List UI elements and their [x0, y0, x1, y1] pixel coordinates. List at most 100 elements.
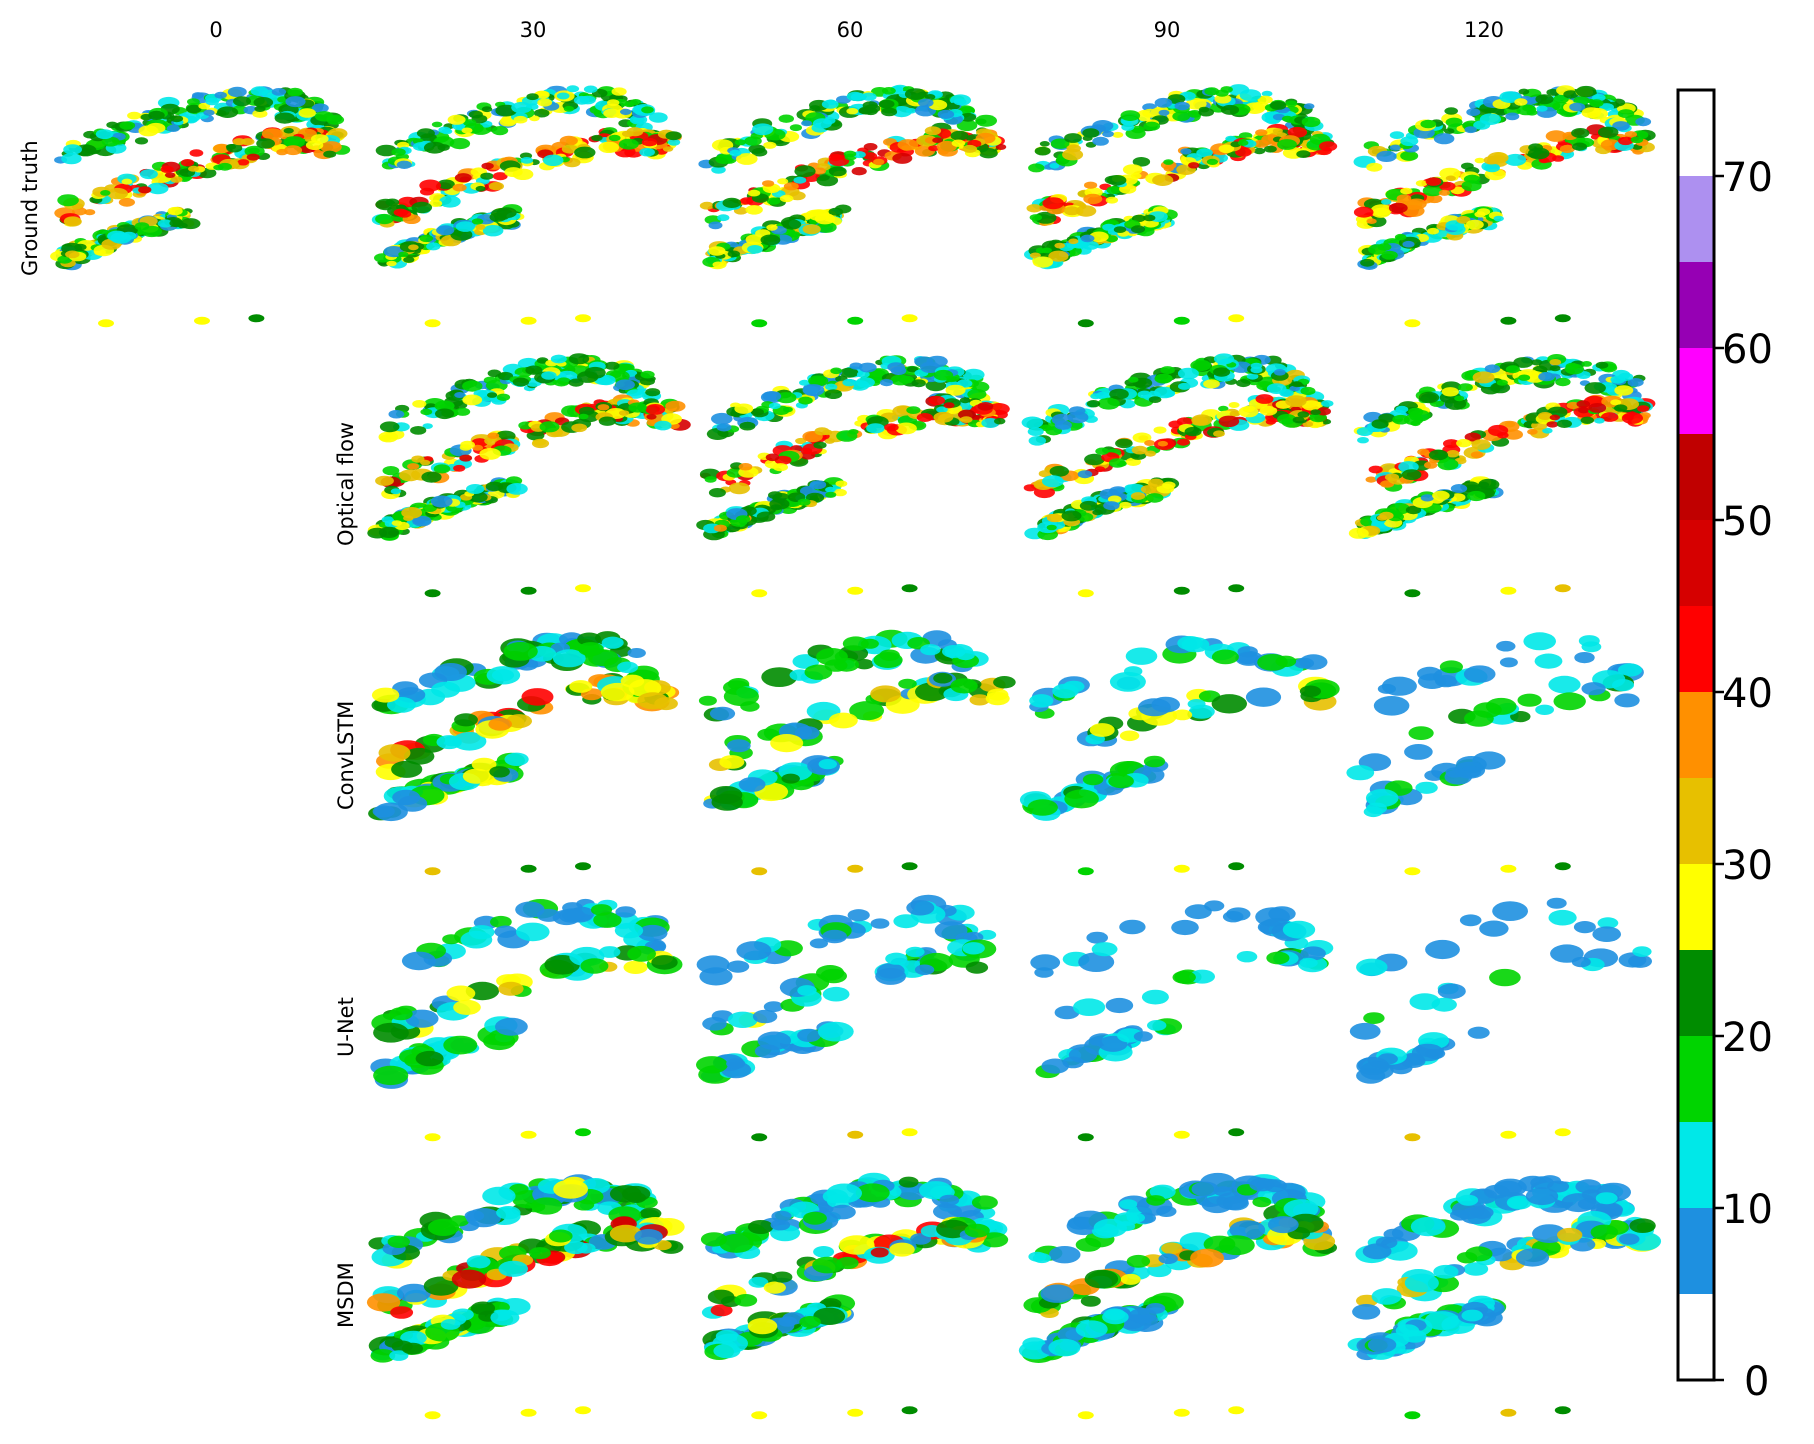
echo-cell: [1148, 396, 1162, 403]
echo-cell: [1097, 397, 1120, 410]
echo-cell: [1499, 657, 1518, 668]
echo-cell: [833, 488, 847, 497]
echo-cell: [781, 773, 800, 784]
echo-cell: [513, 115, 528, 124]
echo-cell: [905, 946, 925, 958]
echo-cell: [1618, 372, 1634, 381]
echo-cell: [1092, 509, 1103, 516]
echo-cell: [802, 384, 825, 397]
echo-cell: [1042, 197, 1064, 210]
echo-cell: [646, 414, 657, 420]
echo-cell: [454, 392, 466, 398]
echo-cell: [1171, 919, 1199, 936]
echo-cell: [1167, 94, 1186, 104]
echo-cell: [1417, 673, 1447, 689]
echo-cell: [920, 644, 941, 656]
echo-cell: [719, 755, 745, 769]
echo-cell: [943, 402, 955, 409]
echo-cell: [727, 250, 740, 258]
echo-cell: [756, 511, 776, 522]
echo-cell: [1034, 211, 1057, 224]
radar-panel: [50, 86, 351, 328]
echo-cell: [511, 101, 532, 114]
echo-cell: [1584, 382, 1606, 394]
echo-cell: [708, 246, 726, 256]
echo-cell: [1122, 164, 1143, 175]
echo-cell: [1368, 465, 1383, 474]
echo-cell: [107, 187, 128, 200]
echo-cell: [147, 182, 169, 195]
echo-cell: [1456, 216, 1471, 224]
echo-cell: [1105, 196, 1119, 204]
echo-cell: [1095, 447, 1109, 455]
echo-cell: [579, 406, 595, 416]
echo-cell: [911, 379, 926, 388]
echo-cell: [480, 172, 494, 180]
echo-cell: [1554, 314, 1571, 323]
echo-cell: [1180, 148, 1192, 155]
echo-cell: [795, 437, 807, 445]
echo-cell: [188, 165, 199, 172]
echo-cell: [858, 362, 877, 373]
echo-cell: [250, 86, 269, 96]
echo-cell: [1601, 412, 1619, 422]
echo-cell: [590, 904, 613, 916]
echo-cell: [1042, 475, 1064, 488]
echo-cell: [1310, 409, 1321, 416]
echo-cell: [1392, 414, 1410, 425]
echo-cell: [816, 221, 837, 233]
echo-cell: [779, 194, 794, 203]
echo-cell: [1528, 143, 1543, 152]
echo-cell: [816, 174, 839, 187]
echo-cell: [386, 260, 397, 267]
echo-cell: [1177, 636, 1203, 651]
echo-cell: [431, 121, 443, 128]
echo-cell: [584, 366, 606, 379]
echo-cell: [160, 165, 174, 173]
echo-cell: [575, 584, 591, 593]
echo-cell: [1073, 998, 1106, 1016]
echo-cell: [1030, 954, 1061, 971]
echo-cell: [1259, 405, 1278, 416]
echo-cell: [1204, 87, 1220, 96]
echo-cell: [1479, 113, 1501, 125]
echo-cell: [1534, 653, 1563, 669]
echo-cell: [504, 752, 529, 766]
echo-cell: [936, 406, 948, 413]
echo-cell: [1617, 663, 1643, 677]
echo-cell: [789, 124, 802, 132]
echo-cell: [969, 694, 990, 706]
echo-cell: [1571, 956, 1591, 968]
echo-cell: [1187, 699, 1206, 709]
echo-cell: [246, 153, 260, 161]
echo-cell: [575, 1128, 591, 1137]
echo-cell: [884, 423, 899, 432]
echo-cell: [1112, 131, 1124, 138]
echo-cell: [1113, 226, 1127, 234]
echo-cell: [1105, 997, 1134, 1014]
echo-cell: [1478, 481, 1490, 488]
echo-cell: [945, 384, 966, 396]
echo-cell: [1356, 427, 1373, 437]
echo-cell: [1400, 136, 1419, 146]
echo-cell: [443, 1035, 478, 1055]
echo-cell: [1549, 365, 1561, 372]
echo-cell: [471, 438, 488, 448]
echo-cell: [747, 189, 761, 197]
echo-cell: [422, 423, 433, 429]
radar-panel: [1030, 900, 1334, 1142]
echo-cell: [1238, 406, 1259, 418]
echo-cell: [1637, 405, 1650, 412]
echo-cell: [856, 370, 870, 378]
echo-cell: [809, 105, 821, 112]
echo-cell: [1545, 130, 1567, 142]
echo-cell: [1566, 401, 1580, 410]
echo-cell: [241, 138, 255, 146]
echo-cell: [1281, 115, 1293, 122]
radar-panel: [371, 85, 682, 328]
echo-cell: [637, 692, 669, 710]
echo-cell: [704, 476, 717, 483]
echo-cell: [727, 1011, 758, 1028]
echo-cell: [1300, 946, 1326, 961]
echo-cell: [1185, 98, 1207, 110]
